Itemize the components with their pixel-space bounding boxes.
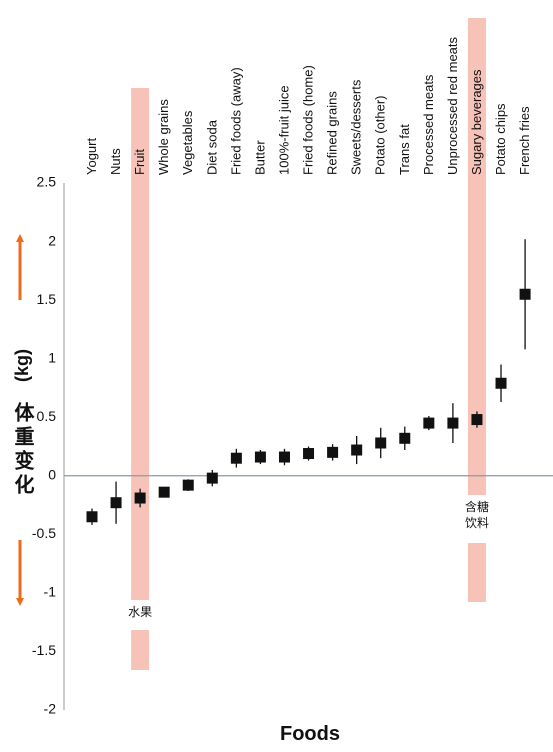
point bbox=[158, 486, 170, 498]
point bbox=[423, 417, 435, 429]
point bbox=[206, 472, 218, 484]
x-tick-label: Whole grains bbox=[156, 99, 171, 175]
highlight-band bbox=[131, 88, 150, 600]
point bbox=[399, 432, 411, 444]
point bbox=[519, 288, 531, 300]
point bbox=[278, 451, 290, 463]
x-tick-label: Refined grains bbox=[325, 91, 340, 175]
x-tick-label: 100%-fruit juice bbox=[276, 85, 291, 175]
point bbox=[134, 492, 146, 504]
x-tick-label: Nuts bbox=[108, 148, 123, 175]
point bbox=[327, 446, 339, 458]
point bbox=[471, 414, 483, 426]
point bbox=[495, 377, 507, 389]
y-axis-unit: (kg) bbox=[12, 349, 32, 382]
x-tick-label: Vegetables bbox=[180, 110, 195, 175]
y-tick-label: 1.5 bbox=[37, 291, 57, 307]
point bbox=[447, 417, 459, 429]
x-tick-label: Sweets/desserts bbox=[349, 79, 364, 175]
y-tick-label: -2 bbox=[44, 701, 57, 717]
point bbox=[230, 452, 242, 464]
point bbox=[254, 451, 266, 463]
y-tick-label: -1 bbox=[44, 584, 57, 600]
point bbox=[303, 448, 315, 460]
y-tick-label: 1 bbox=[48, 349, 56, 365]
y-tick-label: 2.5 bbox=[37, 174, 57, 190]
x-tick-label: Fried foods (home) bbox=[301, 65, 316, 175]
x-tick-label: Potato chips bbox=[493, 103, 508, 175]
x-tick-label: Fruit bbox=[132, 149, 147, 175]
highlight-band bbox=[467, 543, 486, 602]
x-axis-label: Foods bbox=[280, 723, 340, 745]
y-tick-label: -0.5 bbox=[32, 525, 56, 541]
highlight-band bbox=[131, 630, 150, 670]
x-tick-label: Processed meats bbox=[421, 74, 436, 175]
annotation: 饮料 bbox=[465, 516, 489, 530]
point bbox=[86, 511, 98, 523]
point bbox=[351, 444, 363, 456]
y-tick-label: 2 bbox=[48, 232, 56, 248]
y-tick-label: 0.5 bbox=[37, 408, 57, 424]
point bbox=[375, 437, 387, 449]
annotation: 含糖 bbox=[465, 499, 489, 514]
x-tick-label: Sugary beverages bbox=[469, 69, 484, 175]
x-tick-label: Diet soda bbox=[204, 119, 219, 175]
highlight-band bbox=[467, 18, 486, 495]
x-tick-label: Butter bbox=[252, 140, 267, 175]
x-tick-label: French fries bbox=[517, 106, 532, 175]
y-axis-label: 体重变化 bbox=[11, 401, 34, 498]
x-tick-label: Potato (other) bbox=[373, 96, 388, 176]
point bbox=[110, 497, 122, 509]
x-tick-label: Yogurt bbox=[84, 138, 99, 175]
x-tick-label: Unprocessed red meats bbox=[445, 36, 460, 175]
annotation: 水果 bbox=[128, 605, 152, 619]
x-tick-label: Trans fat bbox=[397, 124, 412, 175]
x-tick-label: Fried foods (away) bbox=[228, 67, 243, 175]
point bbox=[182, 479, 194, 491]
y-tick-label: 0 bbox=[48, 466, 56, 482]
y-tick-label: -1.5 bbox=[32, 642, 56, 658]
